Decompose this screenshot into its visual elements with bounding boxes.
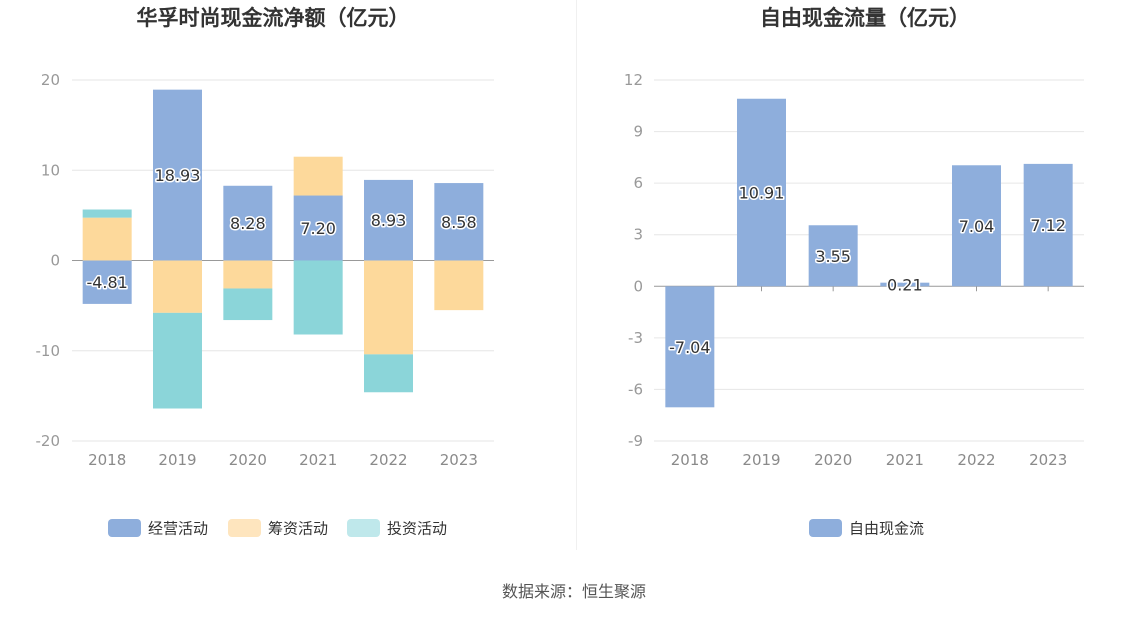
panel-divider	[576, 0, 577, 550]
y-tick-label: 6	[633, 174, 643, 192]
data-label-free-cash-flow-2022: 7.04	[959, 217, 995, 236]
bar-free-cash-flow-2022	[952, 165, 1001, 287]
legend: 经营活动 筹资活动 投资活动	[108, 519, 447, 538]
legend-swatch	[108, 519, 141, 537]
y-tick-label: 0	[633, 277, 643, 295]
bars	[82, 89, 484, 409]
bar-investing-2018	[82, 209, 132, 218]
bar-financing-2019	[153, 260, 202, 313]
y-tick-label: 20	[41, 71, 60, 89]
x-tick-label: 2023	[1029, 451, 1067, 469]
y-tick-label: -6	[628, 380, 643, 398]
legend-swatch	[809, 519, 842, 537]
data-label-operating-2019: 18.93	[155, 166, 201, 185]
data-label-free-cash-flow-2023: 7.12	[1030, 216, 1066, 235]
y-tick-label: 12	[624, 71, 643, 89]
legend-label: 投资活动	[387, 520, 447, 538]
x-axis-labels: 2018 2019 2020 2021 2022 2023	[88, 451, 478, 469]
x-tick-label: 2021	[299, 451, 337, 469]
data-label-free-cash-flow-2018: -7.04	[669, 338, 710, 357]
y-gridlines	[72, 79, 494, 442]
x-tick-label: 2022	[369, 451, 407, 469]
data-labels: -7.04 10.91 3.55 0.21 7.04 7.12	[668, 182, 1068, 358]
x-tick-label: 2023	[440, 451, 478, 469]
y-tick-label: -10	[36, 342, 61, 360]
data-label-free-cash-flow-2019: 10.91	[739, 184, 785, 203]
y-tick-label: 0	[50, 252, 60, 270]
bar-operating-2023	[434, 183, 484, 261]
data-label-operating-2018: -4.81	[86, 273, 127, 292]
data-label-free-cash-flow-2020: 3.55	[815, 247, 851, 266]
data-label-operating-2023: 8.58	[441, 213, 477, 232]
legend-label: 筹资活动	[268, 520, 328, 538]
bars	[665, 98, 1073, 408]
x-tick-label: 2018	[671, 451, 709, 469]
bar-operating-2022	[364, 179, 413, 261]
x-axis-labels: 2018 2019 2020 2021 2022 2023	[671, 451, 1068, 469]
data-label-operating-2020: 8.28	[230, 214, 266, 233]
y-tick-label: -3	[628, 329, 643, 347]
data-label-operating-2021: 7.20	[300, 219, 336, 238]
bar-free-cash-flow-2018	[665, 286, 715, 408]
legend: 自由现金流	[809, 519, 924, 538]
bar-operating-2021	[293, 195, 343, 261]
x-tick-label: 2022	[957, 451, 995, 469]
y-gridlines	[654, 79, 1084, 442]
y-tick-label: -9	[628, 432, 643, 450]
y-axis-labels: 12 9 6 3 0 -3 -6 -9	[624, 71, 643, 450]
free-cash-flow-chart: 12 9 6 3 0 -3 -6 -9 2018 2019 2020 2021 2022 2023 -7.0…	[624, 71, 1084, 538]
legend-item-investing[interactable]: 投资活动	[347, 519, 447, 538]
legend-item-free-cash-flow[interactable]: 自由现金流	[809, 519, 924, 538]
x-tick-label: 2019	[742, 451, 780, 469]
legend-swatch	[347, 519, 380, 537]
bar-financing-2021	[293, 156, 343, 196]
cash-flow-net-chart-title: 华孚时尚现金流净额（亿元）	[136, 6, 410, 30]
bar-free-cash-flow-2020	[808, 225, 858, 287]
bar-investing-2021	[293, 260, 343, 335]
x-tick-label: 2019	[158, 451, 196, 469]
legend-swatch	[228, 519, 261, 537]
data-source: 数据来源：恒生聚源	[501, 582, 646, 601]
cash-flow-net-chart: 20 10 0 -10 -20 2018 2019 2020 2021 2022 2023 -4.81…	[36, 71, 494, 538]
bar-operating-2020	[223, 185, 273, 261]
bar-investing-2019	[153, 312, 202, 409]
y-tick-label: -20	[36, 432, 61, 450]
x-tick-label: 2021	[886, 451, 924, 469]
bar-financing-2023	[434, 260, 484, 311]
x-tick-label: 2020	[229, 451, 267, 469]
x-tick-label: 2020	[814, 451, 852, 469]
legend-item-financing[interactable]: 筹资活动	[228, 519, 328, 538]
x-tick-label: 2018	[88, 451, 126, 469]
bar-operating-2019	[153, 89, 202, 261]
bar-investing-2020	[223, 288, 273, 321]
bar-operating-2018	[82, 260, 132, 304]
bar-free-cash-flow-2021	[880, 282, 930, 287]
y-tick-label: 3	[633, 226, 643, 244]
y-tick-label: 9	[633, 123, 643, 141]
y-axis-labels: 20 10 0 -10 -20	[36, 71, 61, 450]
bar-financing-2018	[82, 217, 132, 261]
y-tick-label: 10	[41, 161, 60, 179]
legend-label: 自由现金流	[849, 520, 924, 538]
data-label-free-cash-flow-2021: 0.21	[887, 275, 923, 294]
data-label-operating-2022: 8.93	[371, 211, 407, 230]
free-cash-flow-chart-title: 自由现金流量（亿元）	[760, 6, 970, 30]
bar-financing-2022	[364, 260, 413, 355]
data-labels: -4.81 18.93 8.28 7.20 8.93 8.58	[85, 165, 478, 294]
legend-item-operating[interactable]: 经营活动	[108, 519, 208, 538]
bar-free-cash-flow-2023	[1023, 163, 1073, 287]
bar-investing-2022	[364, 354, 413, 393]
bar-free-cash-flow-2019	[737, 98, 786, 287]
legend-label: 经营活动	[148, 520, 208, 538]
bar-financing-2020	[223, 260, 273, 289]
